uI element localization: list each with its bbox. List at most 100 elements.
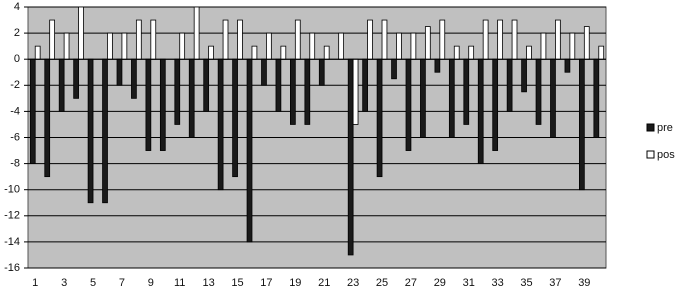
y-tick-label: -6 bbox=[10, 131, 20, 143]
bar bbox=[347, 58, 354, 256]
x-tick-label: 35 bbox=[520, 277, 532, 289]
bar bbox=[261, 58, 267, 86]
bar bbox=[420, 58, 426, 138]
bar bbox=[396, 32, 402, 60]
bar bbox=[410, 32, 417, 60]
bar bbox=[550, 58, 556, 138]
bar bbox=[463, 58, 470, 125]
y-tick-label: -16 bbox=[4, 262, 20, 274]
bar bbox=[251, 45, 258, 60]
bar bbox=[58, 58, 65, 112]
x-tick-label: 23 bbox=[347, 277, 359, 289]
bar bbox=[131, 58, 137, 99]
bar bbox=[555, 19, 561, 60]
y-tick-label: -4 bbox=[10, 105, 20, 117]
bar bbox=[352, 58, 359, 125]
bar bbox=[338, 32, 344, 60]
bar bbox=[362, 58, 368, 112]
bar bbox=[107, 32, 113, 60]
bar bbox=[193, 6, 200, 60]
bar bbox=[174, 58, 181, 125]
bar bbox=[237, 19, 243, 60]
bar bbox=[564, 58, 571, 73]
x-tick-label: 33 bbox=[492, 277, 504, 289]
x-tick-label: 13 bbox=[203, 277, 215, 289]
bar bbox=[116, 58, 123, 86]
bar bbox=[318, 58, 325, 86]
bar bbox=[569, 32, 576, 60]
bar bbox=[309, 32, 316, 60]
legend-label: pre bbox=[657, 122, 673, 134]
legend-swatch bbox=[646, 150, 655, 159]
bar bbox=[453, 45, 460, 60]
bar bbox=[44, 58, 51, 178]
bar bbox=[145, 58, 152, 151]
bar bbox=[477, 58, 484, 165]
bar bbox=[63, 32, 70, 60]
bar bbox=[159, 58, 166, 151]
x-tick-label: 37 bbox=[549, 277, 561, 289]
bar bbox=[29, 58, 36, 165]
x-tick-label: 1 bbox=[32, 277, 38, 289]
x-tick-label: 27 bbox=[405, 277, 417, 289]
y-tick-label: 0 bbox=[14, 53, 20, 65]
bar bbox=[49, 19, 55, 60]
x-tick-label: 5 bbox=[90, 277, 96, 289]
bar bbox=[179, 32, 186, 60]
bar bbox=[492, 58, 499, 151]
bar bbox=[203, 58, 210, 112]
bar bbox=[497, 19, 503, 60]
bar bbox=[78, 6, 84, 60]
bar bbox=[439, 19, 446, 60]
x-tick-label: 39 bbox=[578, 277, 590, 289]
bar bbox=[217, 58, 224, 191]
bar bbox=[150, 19, 157, 60]
bar bbox=[232, 58, 238, 178]
y-tick-label: -8 bbox=[10, 158, 20, 170]
bar bbox=[304, 58, 311, 125]
y-tick-label: 2 bbox=[14, 27, 20, 39]
bar bbox=[511, 19, 518, 60]
bar bbox=[87, 58, 94, 204]
x-tick-label: 7 bbox=[119, 277, 125, 289]
bar bbox=[583, 26, 590, 60]
bar bbox=[535, 58, 542, 125]
y-tick-label: 4 bbox=[14, 1, 20, 13]
bar bbox=[222, 19, 229, 60]
bar bbox=[381, 19, 388, 60]
x-tick-label: 3 bbox=[61, 277, 67, 289]
bar bbox=[367, 19, 373, 60]
y-tick-label: -14 bbox=[4, 236, 20, 248]
bar bbox=[448, 58, 455, 138]
bar bbox=[266, 32, 272, 60]
bar bbox=[526, 45, 532, 60]
x-tick-label: 17 bbox=[260, 277, 272, 289]
bar bbox=[376, 58, 383, 178]
bar bbox=[434, 58, 441, 73]
bar bbox=[246, 58, 253, 243]
x-tick-label: 19 bbox=[289, 277, 301, 289]
bar bbox=[424, 26, 431, 60]
bar bbox=[593, 58, 600, 138]
bar bbox=[294, 19, 301, 60]
x-tick-label: 25 bbox=[376, 277, 388, 289]
bar bbox=[135, 19, 142, 60]
x-tick-label: 11 bbox=[174, 277, 185, 289]
y-tick-label: -2 bbox=[10, 79, 20, 91]
bar bbox=[121, 32, 128, 60]
legend-swatch bbox=[646, 123, 655, 132]
bar bbox=[391, 58, 397, 80]
bar bbox=[468, 45, 475, 60]
bar bbox=[102, 58, 108, 204]
bar bbox=[579, 58, 585, 191]
bar bbox=[323, 45, 330, 60]
bar bbox=[208, 45, 214, 60]
bar bbox=[290, 58, 296, 125]
bar bbox=[521, 58, 527, 93]
bar bbox=[598, 45, 605, 60]
legend-label: pos bbox=[657, 149, 675, 161]
bar bbox=[482, 19, 489, 60]
x-tick-label: 29 bbox=[434, 277, 446, 289]
x-tick-label: 15 bbox=[231, 277, 243, 289]
